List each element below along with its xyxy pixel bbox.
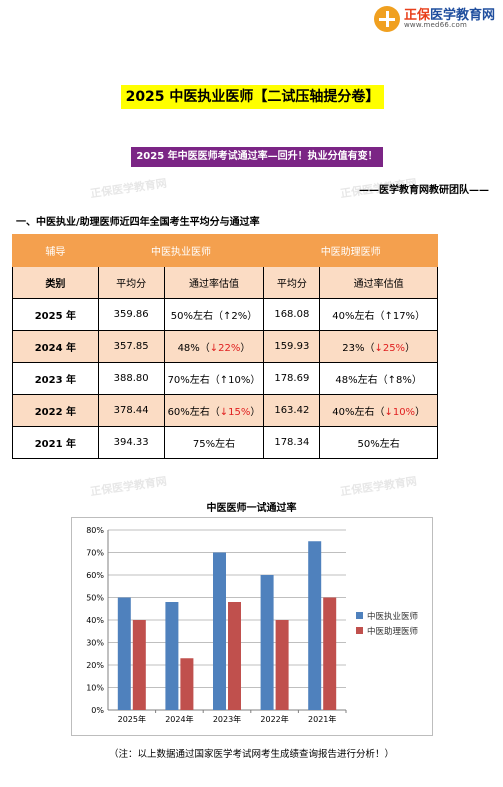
- y-tick-label: 10%: [86, 684, 104, 693]
- avg-cell: 178.34: [263, 426, 321, 459]
- rate-change: ↑17%: [384, 311, 416, 322]
- y-tick-label: 0%: [91, 706, 104, 715]
- logo: 正保医学教育网 www.med66.com: [373, 6, 495, 32]
- rate-cell: 40%左右（↑17%）: [319, 298, 438, 331]
- y-tick-label: 30%: [86, 639, 104, 648]
- x-tick-label: 2021年: [308, 714, 336, 724]
- y-tick-label: 60%: [86, 571, 104, 580]
- table-header-row: 辅导 中医执业医师 中医助理医师: [12, 234, 438, 267]
- logo-name: 医学教育网: [429, 7, 495, 23]
- watermark: 正保医学教育网: [89, 474, 168, 499]
- bar: [275, 620, 289, 710]
- x-tick-label: 2023年: [213, 714, 241, 724]
- y-tick-label: 70%: [86, 549, 104, 558]
- x-tick-label: 2022年: [260, 714, 288, 724]
- header-cell: 通过率估值: [319, 266, 438, 299]
- header-cell: 通过率估值: [163, 266, 265, 299]
- watermark: 正保医学教育网: [339, 474, 418, 499]
- page-subtitle: 2025 年中医医师考试通过率—回升！执业分值有变！: [131, 147, 383, 167]
- rate-change: ↑10%: [219, 375, 251, 386]
- bar: [228, 602, 241, 710]
- table-subheader-row: 类别 平均分 通过率估值 平均分 通过率估值: [12, 266, 438, 299]
- rate-change: ↓25%: [374, 343, 406, 354]
- header-cell: 平均分: [97, 266, 165, 299]
- table-row: 2024 年 357.85 48%（↓22%） 159.93 23%（↓25%）: [12, 330, 438, 363]
- bar: [132, 620, 146, 710]
- chart-frame: [71, 517, 433, 736]
- avg-cell: 357.85: [97, 330, 165, 363]
- rate-cell: 40%左右（↓10%）: [319, 394, 438, 427]
- rate-cell: 50%左右（↑2%）: [163, 298, 265, 331]
- avg-cell: 163.42: [263, 394, 321, 427]
- legend-label: 中医执业医师: [367, 611, 419, 622]
- year-cell: 2022 年: [12, 394, 99, 427]
- table-row: 2023 年 388.80 70%左右（↑10%） 178.69 48%左右（↑…: [12, 362, 438, 395]
- bar: [323, 597, 337, 710]
- legend-swatch: [356, 627, 363, 634]
- header-cell: 中医助理医师: [263, 234, 438, 267]
- rate-change: ↓10%: [384, 407, 416, 418]
- logo-url: www.med66.com: [403, 21, 467, 30]
- header-cell: 平均分: [263, 266, 321, 299]
- year-cell: 2025 年: [12, 298, 99, 331]
- rate-change: ↓15%: [219, 407, 251, 418]
- rate-cell: 50%左右: [319, 426, 438, 459]
- section-heading: 一、中医执业/助理医师近四年全国考生平均分与通过率: [16, 217, 260, 228]
- avg-cell: 388.80: [97, 362, 165, 395]
- y-tick-label: 20%: [86, 661, 104, 670]
- avg-cell: 378.44: [97, 394, 165, 427]
- score-table: 辅导 中医执业医师 中医助理医师 类别 平均分 通过率估值 平均分 通过率估值 …: [12, 234, 438, 459]
- footnote: （注：以上数据通过国家医学考试网考生成绩查询报告进行分析！）: [108, 749, 394, 760]
- rate-cell: 48%左右（↑8%）: [319, 362, 438, 395]
- header-cell: 辅导: [12, 234, 99, 267]
- avg-cell: 178.69: [263, 362, 321, 395]
- legend-label: 中医助理医师: [367, 626, 419, 637]
- header-cell: 中医执业医师: [97, 234, 265, 267]
- y-tick-label: 80%: [86, 526, 104, 535]
- watermark: 正保医学教育网: [89, 176, 168, 201]
- rate-cell: 60%左右（↓15%）: [163, 394, 265, 427]
- legend-swatch: [356, 612, 363, 619]
- y-tick-label: 40%: [86, 616, 104, 625]
- table-row: 2022 年 378.44 60%左右（↓15%） 163.42 40%左右（↓…: [12, 394, 438, 427]
- x-tick-label: 2024年: [165, 714, 193, 724]
- rate-change: ↑2%: [222, 311, 248, 322]
- year-cell: 2024 年: [12, 330, 99, 363]
- bar: [117, 597, 131, 710]
- rate-cell: 23%（↓25%）: [319, 330, 438, 363]
- table-row: 2025 年 359.86 50%左右（↑2%） 168.08 40%左右（↑1…: [12, 298, 438, 331]
- pass-rate-bar-chart: 0% 10% 20% 30% 40% 50% 60% 70% 80% 2025年 2024年 2023…: [86, 526, 419, 724]
- logo-brand: 正保: [403, 7, 430, 23]
- rate-change: ↑8%: [387, 375, 412, 386]
- year-cell: 2021 年: [12, 426, 99, 459]
- bar: [180, 658, 194, 710]
- table-row: 2021 年 394.33 75%左右 178.34 50%左右: [12, 426, 438, 459]
- header-cell: 类别: [12, 266, 99, 299]
- avg-cell: 168.08: [263, 298, 321, 331]
- bar: [260, 575, 274, 710]
- rate-cell: 70%左右（↑10%）: [163, 362, 265, 395]
- y-tick-label: 50%: [86, 594, 104, 603]
- x-tick-label: 2025年: [118, 714, 146, 724]
- bar: [165, 602, 179, 710]
- year-cell: 2023 年: [12, 362, 99, 395]
- avg-cell: 359.86: [97, 298, 165, 331]
- avg-cell: 394.33: [97, 426, 165, 459]
- rate-change: ↓22%: [209, 343, 241, 354]
- rate-cell: 48%（↓22%）: [163, 330, 265, 363]
- bar: [213, 552, 226, 710]
- page-title: 2025 中医执业医师【二试压轴提分卷】: [121, 85, 384, 109]
- bar: [308, 541, 322, 710]
- chart-title: 中医医师一试通过率: [206, 503, 297, 514]
- team-credit: ——医学教育网教研团队——: [359, 185, 489, 196]
- rate-cell: 75%左右: [163, 426, 265, 459]
- avg-cell: 159.93: [263, 330, 321, 363]
- cross-logo-icon: [373, 6, 400, 32]
